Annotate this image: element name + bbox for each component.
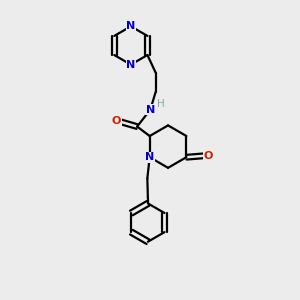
Text: H: H xyxy=(157,99,165,109)
Text: N: N xyxy=(145,152,154,162)
Text: N: N xyxy=(126,21,136,31)
Text: O: O xyxy=(112,116,121,126)
Text: N: N xyxy=(146,104,155,115)
Text: N: N xyxy=(126,60,136,70)
Text: O: O xyxy=(203,151,213,161)
